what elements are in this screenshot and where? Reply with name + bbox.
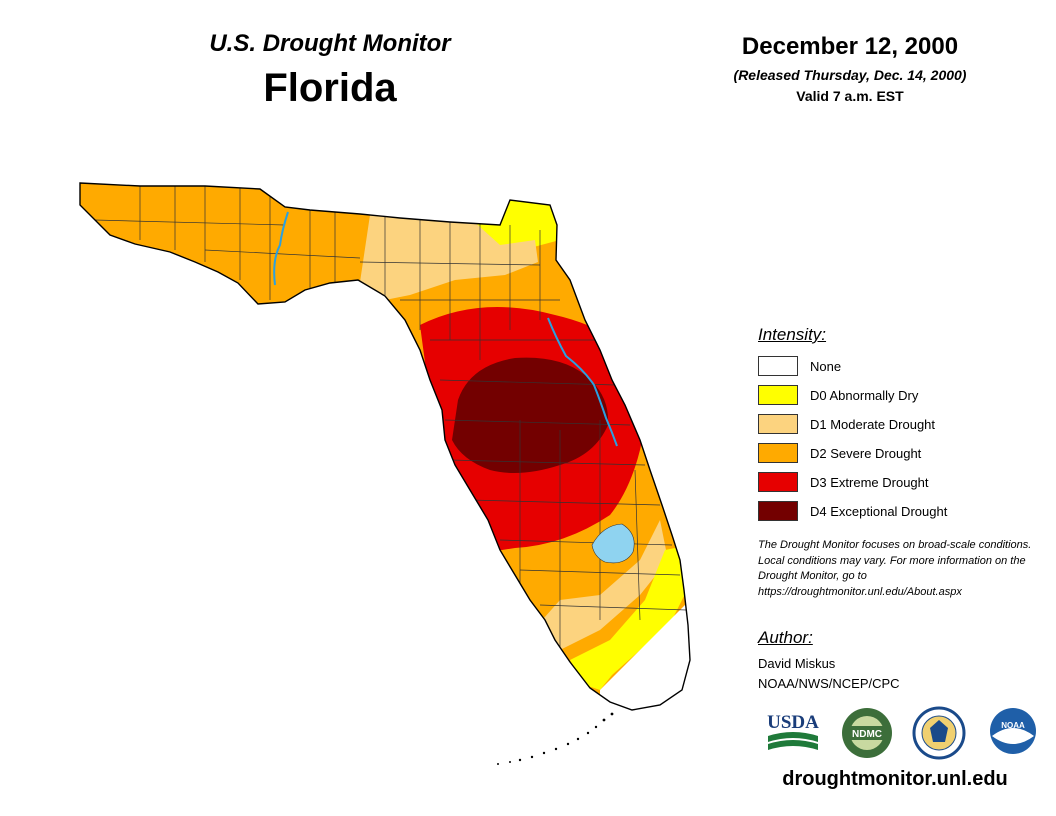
florida-drought-map [79,182,691,765]
d1-moderate-region-north [360,215,538,300]
d1-moderate-region-south [520,520,668,650]
release-date: (Released Thursday, Dec. 14, 2000) [733,67,967,83]
apalachicola-river [273,211,289,286]
legend-item-d4: D4 Exceptional Drought [758,500,947,522]
legend-swatch [758,414,798,434]
ndmc-logo: NDMC [842,708,892,758]
noaa-logo-text: NOAA [1001,721,1025,730]
valid-time: Valid 7 a.m. EST [796,88,904,104]
legend-swatch [758,472,798,492]
state-title: Florida [263,66,397,110]
florida-keys [497,712,614,765]
legend-label: D2 Severe Drought [810,445,922,461]
legend-item-none: None [758,355,841,377]
d4-exceptional-region [452,357,609,474]
legend-item-d1: D1 Moderate Drought [758,413,935,435]
legend-label: D1 Moderate Drought [810,416,936,432]
usda-logo-text: USDA [767,712,819,733]
legend-item-d0: D0 Abnormally Dry [758,384,918,406]
st-johns-river [547,317,618,447]
legend-label: D0 Abnormally Dry [810,387,919,403]
legend-item-d3: D3 Extreme Drought [758,471,929,493]
author-organization: NOAA/NWS/NCEP/CPC [758,676,900,691]
author-name: David Miskus [758,656,836,671]
county-lines [94,186,687,650]
legend-label: D3 Extreme Drought [810,474,929,490]
legend-swatch [758,356,798,376]
legend-label: D4 Exceptional Drought [810,503,948,519]
usda-logo: USDA [767,712,819,750]
author-heading: Author: [758,628,813,647]
map-date: December 12, 2000 [741,33,959,60]
legend-swatch [758,443,798,463]
legend-label: None [810,358,842,374]
legend-swatch [758,501,798,521]
legend-swatch [758,385,798,405]
monitor-title: U.S. Drought Monitor [209,30,451,57]
d0-abnormally-dry-region-south [570,545,690,690]
legend-title: Intensity: [758,325,827,344]
lake-okeechobee [591,523,635,564]
website-url[interactable]: droughtmonitor.unl.edu [782,768,1008,790]
ndmc-logo-text: NDMC [852,729,882,740]
commerce-seal-logo [912,706,966,760]
noaa-logo: NOAA [990,708,1036,754]
legend-item-d2: D2 Severe Drought [758,442,921,464]
disclaimer-note: The Drought Monitor focuses on broad-sca… [758,539,1032,598]
